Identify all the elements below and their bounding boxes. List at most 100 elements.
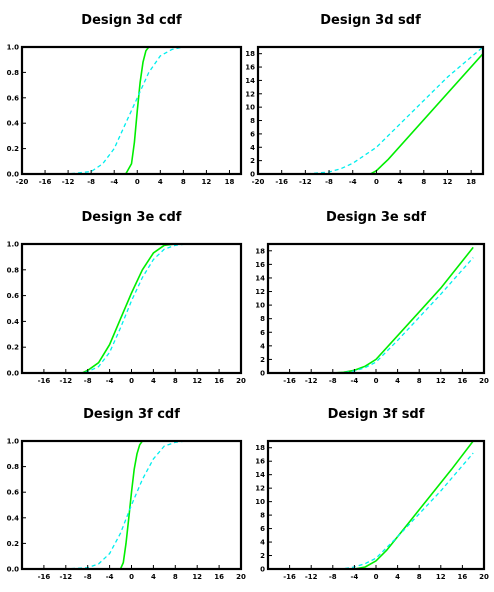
y-tick-label: 0.2 [7, 540, 20, 548]
y-tick-label: 0.8 [7, 69, 20, 77]
x-tick-label: -4 [351, 573, 359, 581]
y-tick-label: 2 [250, 157, 255, 165]
y-tick-label: 0.4 [7, 120, 20, 128]
y-tick-label: 6 [260, 329, 265, 337]
chart-title: Design 3e cdf [82, 210, 182, 225]
series-line-solid [22, 47, 241, 174]
x-tick-label: -16 [38, 573, 51, 581]
x-tick-label: 12 [436, 573, 446, 581]
x-tick-label: -16 [283, 377, 296, 385]
plot-frame [20, 45, 243, 176]
y-tick-label: 12 [255, 485, 265, 493]
y-tick-label: 0 [260, 370, 265, 378]
x-tick-label: 4 [395, 377, 400, 385]
x-tick-label: -4 [110, 178, 118, 186]
y-tick-label: 0.6 [7, 94, 20, 102]
y-tick-label: 1.0 [7, 241, 20, 249]
x-tick-label: -12 [62, 178, 75, 186]
y-tick-label: 0.4 [7, 318, 20, 326]
x-tick-label: -4 [106, 377, 114, 385]
y-tick-label: 16 [245, 64, 255, 72]
y-tick-label: 0 [250, 171, 255, 179]
y-tick-label: 0.2 [7, 344, 20, 352]
x-tick-label: 12 [192, 377, 202, 385]
x-tick-label: -4 [349, 178, 357, 186]
series-line-solid [268, 441, 474, 569]
x-tick-label: 4 [398, 178, 403, 186]
x-tick-label: 8 [181, 178, 186, 186]
x-tick-label: -16 [38, 377, 51, 385]
x-tick-label: 4 [158, 178, 163, 186]
series-line-solid [258, 53, 483, 174]
x-tick-label: 4 [395, 573, 400, 581]
series-line-dashed [22, 47, 241, 174]
y-tick-label: 10 [255, 498, 265, 506]
y-tick-label: 2 [260, 552, 265, 560]
x-tick-label: 18 [225, 178, 235, 186]
y-tick-label: 14 [255, 471, 265, 479]
x-tick-label: 8 [417, 573, 422, 581]
y-tick-label: 4 [250, 144, 255, 152]
x-tick-label: 8 [417, 377, 422, 385]
y-tick-label: 6 [260, 525, 265, 533]
x-tick-label: 8 [173, 377, 178, 385]
x-tick-label: -4 [106, 573, 114, 581]
y-tick-label: 18 [255, 444, 265, 452]
y-tick-label: 16 [255, 261, 265, 269]
chart-panel-3d_cdf: Design 3d cdf -20 -16 -12 -8 -4 0 4 8 12 18 0.0 0.2 0… [7, 13, 243, 186]
y-tick-label: 0.0 [7, 566, 20, 574]
y-tick-label: 18 [255, 247, 265, 255]
y-tick-label: 0.2 [7, 145, 20, 153]
y-tick-label: 0.0 [7, 370, 20, 378]
x-tick-label: 0 [374, 178, 379, 186]
x-tick-label: 20 [236, 573, 246, 581]
x-tick-label: -12 [299, 178, 312, 186]
x-tick-label: 0 [374, 573, 379, 581]
x-tick-label: -12 [59, 573, 72, 581]
x-tick-label: -12 [59, 377, 72, 385]
y-tick-label: 12 [245, 90, 255, 98]
x-tick-label: 16 [458, 377, 468, 385]
x-tick-label: 16 [214, 377, 224, 385]
x-tick-label: 0 [129, 573, 134, 581]
chart-panel-3e_sdf: Design 3e sdf -16 -12 -8 -4 0 4 8 12 16 20 0 2 4 6 8 10 1… [255, 210, 489, 385]
x-tick-label: -8 [329, 573, 337, 581]
series-line-dashed [258, 47, 483, 174]
x-tick-label: -8 [329, 377, 337, 385]
y-tick-label: 8 [260, 315, 265, 323]
series-line-dashed [22, 244, 241, 373]
plot-frame [256, 45, 485, 176]
x-tick-label: -8 [87, 178, 95, 186]
x-tick-label: 16 [458, 573, 468, 581]
y-tick-label: 18 [245, 50, 255, 58]
y-tick-label: 0.6 [7, 489, 20, 497]
x-tick-label: 0 [374, 377, 379, 385]
x-tick-label: -16 [39, 178, 52, 186]
y-tick-label: 4 [260, 342, 265, 350]
x-tick-label: 12 [202, 178, 212, 186]
x-tick-label: 16 [214, 573, 224, 581]
y-tick-label: 16 [255, 458, 265, 466]
series-line-dashed [268, 257, 474, 373]
x-tick-label: 4 [151, 573, 156, 581]
y-tick-label: 0.6 [7, 292, 20, 300]
chart-panel-3f_cdf: Design 3f cdf -16 -12 -8 -4 0 4 8 12 16 20 0.0 0.2 0.… [7, 407, 246, 581]
y-tick-label: 14 [245, 77, 255, 85]
x-tick-label: -12 [305, 573, 318, 581]
plot-frame [266, 439, 486, 571]
chart-title: Design 3f cdf [83, 407, 180, 422]
y-tick-label: 8 [250, 117, 255, 125]
series-line-solid [22, 441, 241, 569]
x-tick-label: -20 [16, 178, 29, 186]
x-tick-label: 20 [479, 377, 489, 385]
chart-title: Design 3f sdf [328, 407, 425, 422]
x-tick-label: 12 [443, 178, 453, 186]
x-tick-label: -20 [252, 178, 265, 186]
series-line-solid [268, 246, 474, 373]
x-tick-label: -12 [305, 377, 318, 385]
y-tick-label: 0.8 [7, 463, 20, 471]
y-tick-label: 12 [255, 288, 265, 296]
chart-panel-3e_cdf: Design 3e cdf -16 -12 -8 -4 0 4 8 12 16 20 0.0 0.2 0.… [7, 210, 246, 385]
plot-frame [266, 242, 486, 375]
